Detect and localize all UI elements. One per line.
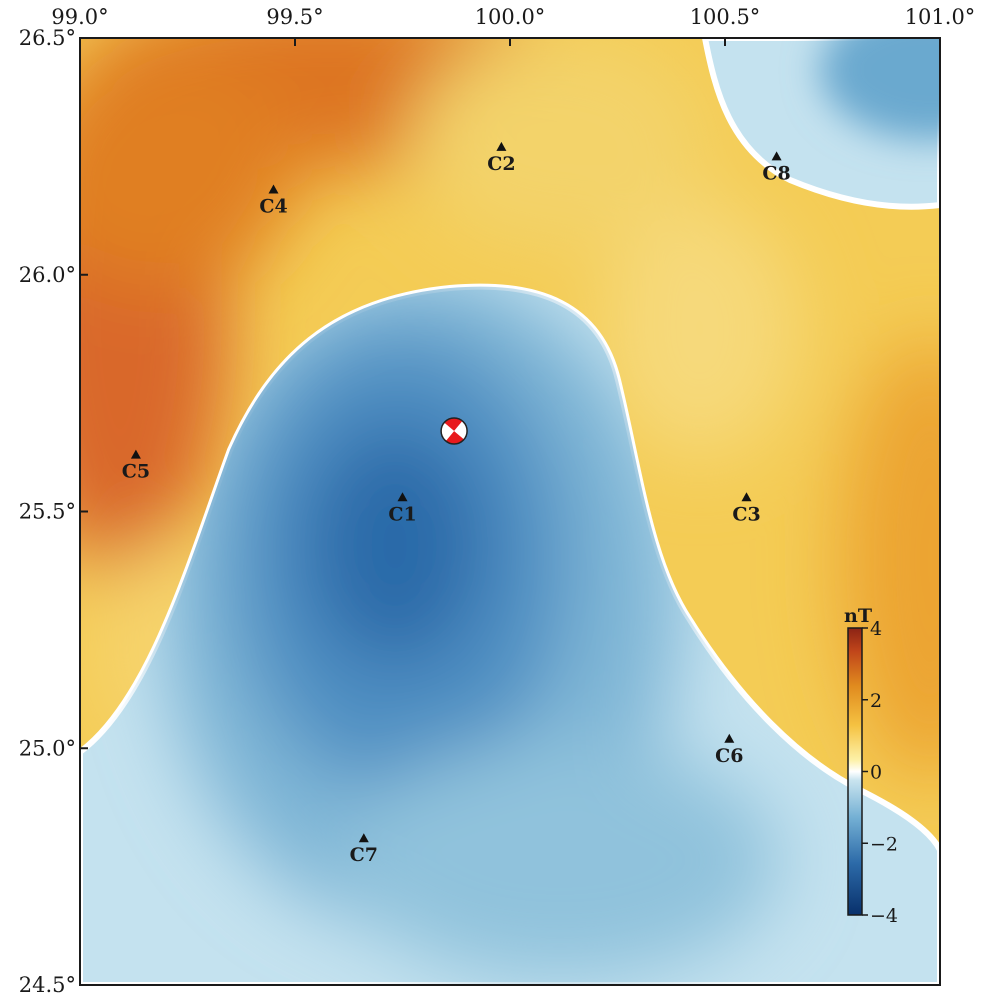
station-label: C5 — [122, 461, 150, 483]
colorbar-tick-label: −2 — [870, 833, 898, 855]
longitude-axis: 99.0° 99.5° 100.0° 100.5° 101.0° — [51, 5, 975, 46]
station-c7: C7 — [350, 833, 378, 866]
station-triangle-icon — [741, 492, 752, 502]
station-c3: C3 — [732, 492, 761, 525]
station-label: C2 — [487, 153, 515, 175]
focal-mechanism-icon — [440, 417, 468, 445]
latitude-axis: 26.5° 26.0° 25.5° 25.0° 24.5° — [19, 26, 88, 997]
lat-tick-label: 26.5° — [19, 26, 76, 50]
colorbar: nT 4 2 0 −2 −4 — [844, 605, 898, 927]
lat-tick-label: 25.0° — [19, 736, 76, 760]
colorbar-unit: nT — [844, 605, 872, 627]
station-c5: C5 — [122, 449, 150, 483]
lat-tick-label: 26.0° — [19, 263, 76, 287]
colorbar-ticks: 4 2 0 −2 −4 — [862, 618, 898, 927]
lat-tick-label: 25.5° — [19, 500, 76, 524]
station-triangle-icon — [130, 449, 141, 459]
station-triangle-icon — [268, 184, 279, 194]
beachball-quadrant — [454, 421, 468, 440]
beachball-quadrant — [441, 422, 455, 441]
lon-tick-label: 99.0° — [51, 5, 108, 29]
station-triangle-icon — [771, 151, 782, 161]
station-triangle-icon — [358, 833, 369, 843]
lon-tick-label: 99.5° — [266, 5, 323, 29]
station-triangle-icon — [496, 141, 507, 151]
stations-layer: C1 C2 C3 C4 C5 C6 C7 C8 — [122, 141, 791, 866]
station-triangle-icon — [724, 733, 735, 743]
colorbar-tick-label: 4 — [870, 618, 882, 640]
lon-tick-label: 100.0° — [475, 5, 546, 29]
station-c4: C4 — [259, 184, 288, 218]
colorbar-tick-label: −4 — [870, 905, 898, 927]
colorbar-gradient — [847, 627, 863, 916]
station-label: C7 — [350, 844, 378, 866]
station-label: C6 — [715, 745, 743, 767]
station-c6: C6 — [715, 733, 743, 767]
station-c2: C2 — [487, 141, 516, 175]
colorbar-tick-label: 2 — [870, 690, 882, 712]
station-label: C8 — [762, 162, 790, 184]
lat-tick-label: 24.5° — [19, 973, 76, 997]
beachball-quadrant — [445, 431, 465, 445]
anomaly-field — [80, 38, 940, 985]
station-triangle-icon — [397, 492, 408, 502]
lon-tick-label: 101.0° — [905, 5, 976, 29]
station-label: C1 — [388, 503, 416, 525]
station-c1: C1 — [388, 492, 417, 525]
station-label: C3 — [732, 503, 760, 525]
station-label: C4 — [259, 196, 287, 218]
lon-tick-label: 100.5° — [690, 5, 761, 29]
colorbar-tick-label: 0 — [870, 762, 882, 784]
beachball-outline — [440, 417, 468, 445]
station-c8: C8 — [762, 151, 791, 184]
beachball-quadrant — [444, 418, 463, 432]
